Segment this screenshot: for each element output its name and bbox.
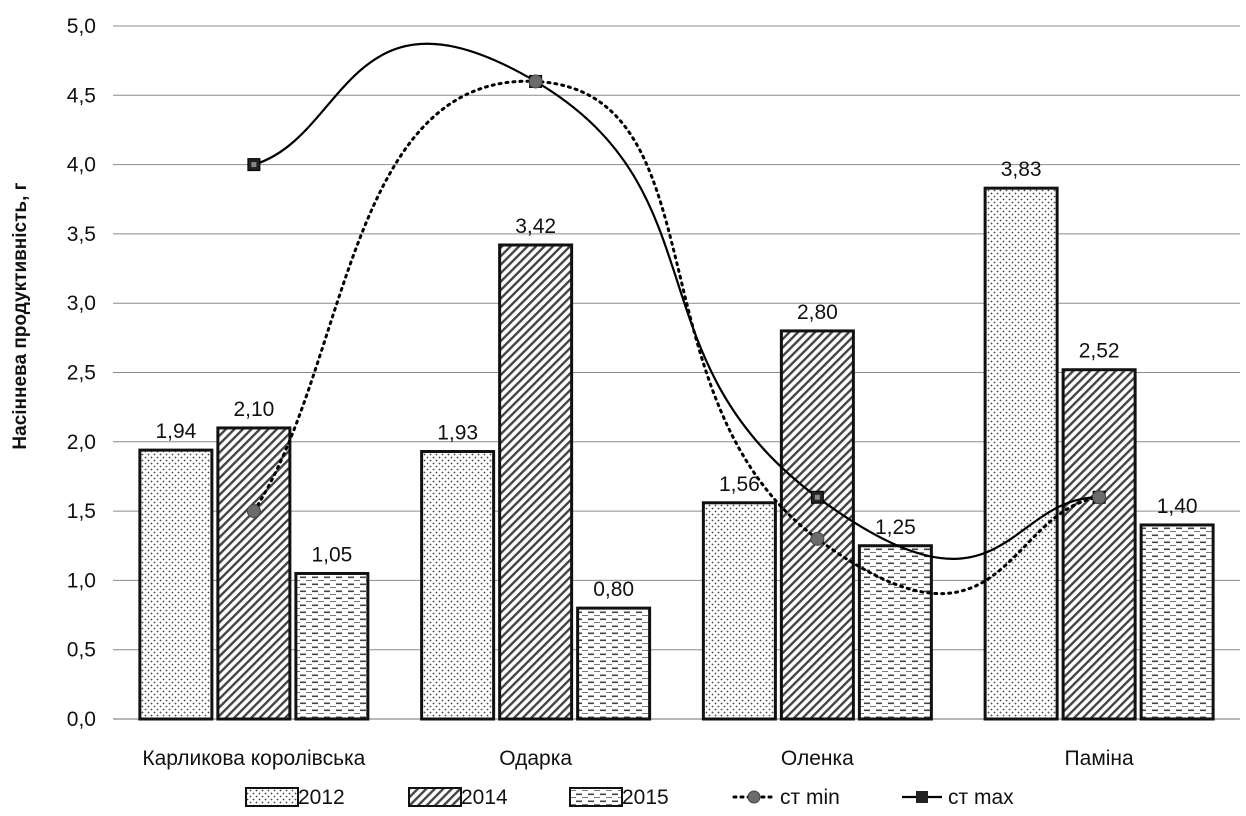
data-label: 1,94: [155, 420, 196, 443]
bar-2014: [779, 329, 855, 721]
data-label: 3,83: [1001, 158, 1042, 181]
y-tick-label: 2,0: [67, 431, 96, 454]
data-label: 1,25: [875, 516, 916, 539]
data-label: 1,05: [311, 543, 352, 566]
marker-ст-min: [246, 504, 261, 519]
data-labels: 1,94 2,10 1,05 1,93 3,42 0,80 1,56 2,80 1,25 3,83…: [155, 158, 1197, 601]
data-label: 2,10: [233, 398, 274, 421]
data-label: 1,40: [1157, 495, 1198, 518]
legend-label: ст max: [948, 786, 1014, 809]
legend: 2012 2014 2015 ст min ст max: [245, 786, 1014, 809]
y-tick-label: 1,5: [67, 500, 96, 523]
bar-2012: [420, 450, 496, 721]
marker-ст-min: [810, 531, 825, 546]
bar-2014: [216, 426, 292, 721]
bar-2014: [1061, 368, 1137, 721]
legend-swatch-2015: [569, 787, 623, 807]
y-tick-label: 2,5: [67, 362, 96, 385]
category-label: Оленка: [781, 747, 854, 770]
category-label: Паміна: [1065, 747, 1134, 770]
category-label: Карликова королівська: [142, 747, 365, 770]
y-axis-title: Насіннева продуктивність, г: [10, 182, 31, 449]
bar-2014: [498, 243, 574, 721]
x-axis-categories: Карликова королівська Одарка Оленка Паміна: [142, 747, 1134, 770]
y-tick-label: 1,0: [67, 569, 96, 592]
legend-label: 2015: [622, 786, 669, 809]
legend-label: 2014: [461, 786, 508, 809]
y-tick-label: 3,0: [67, 292, 96, 315]
y-tick-label: 4,0: [67, 154, 96, 177]
bar-2015: [576, 606, 652, 721]
y-tick-label: 4,5: [67, 84, 96, 107]
bar-2012: [138, 448, 214, 721]
line-ст-min: [252, 79, 1101, 596]
bar-2012: [983, 186, 1059, 721]
data-label: 2,80: [797, 301, 838, 324]
data-label: 0,80: [593, 578, 634, 601]
legend-swatch-2012: [245, 787, 299, 807]
data-label: 3,42: [515, 215, 556, 238]
y-tick-label: 3,5: [67, 223, 96, 246]
bar-2015: [857, 544, 933, 721]
data-label: 1,56: [719, 473, 760, 496]
data-label: 2,52: [1079, 340, 1120, 363]
marker-center: [251, 162, 257, 168]
y-tick-label: 0,0: [67, 708, 96, 731]
legend-label: ст min: [780, 786, 840, 809]
bars: [138, 186, 1215, 721]
category-label: Одарка: [499, 747, 572, 770]
legend-label: 2012: [298, 786, 345, 809]
legend-marker: [916, 791, 928, 803]
y-axis-ticks: 0,0 0,5 1,0 1,5 2,0 2,5 3,0 3,5 4,0 4,5 5,0: [67, 15, 96, 731]
y-tick-label: 5,0: [67, 15, 96, 38]
marker-center: [814, 494, 820, 500]
trend-lines: [246, 42, 1107, 596]
data-label: 1,93: [437, 422, 478, 445]
bar-2015: [294, 571, 370, 721]
marker-ст-min: [1092, 490, 1107, 505]
line-ст-max: [253, 42, 1100, 560]
legend-swatch-2014: [408, 787, 462, 807]
bar-2015: [1139, 523, 1215, 721]
bar-2012: [701, 501, 777, 721]
legend-marker: [747, 790, 761, 804]
y-tick-label: 0,5: [67, 639, 96, 662]
marker-ст-min: [528, 74, 543, 89]
